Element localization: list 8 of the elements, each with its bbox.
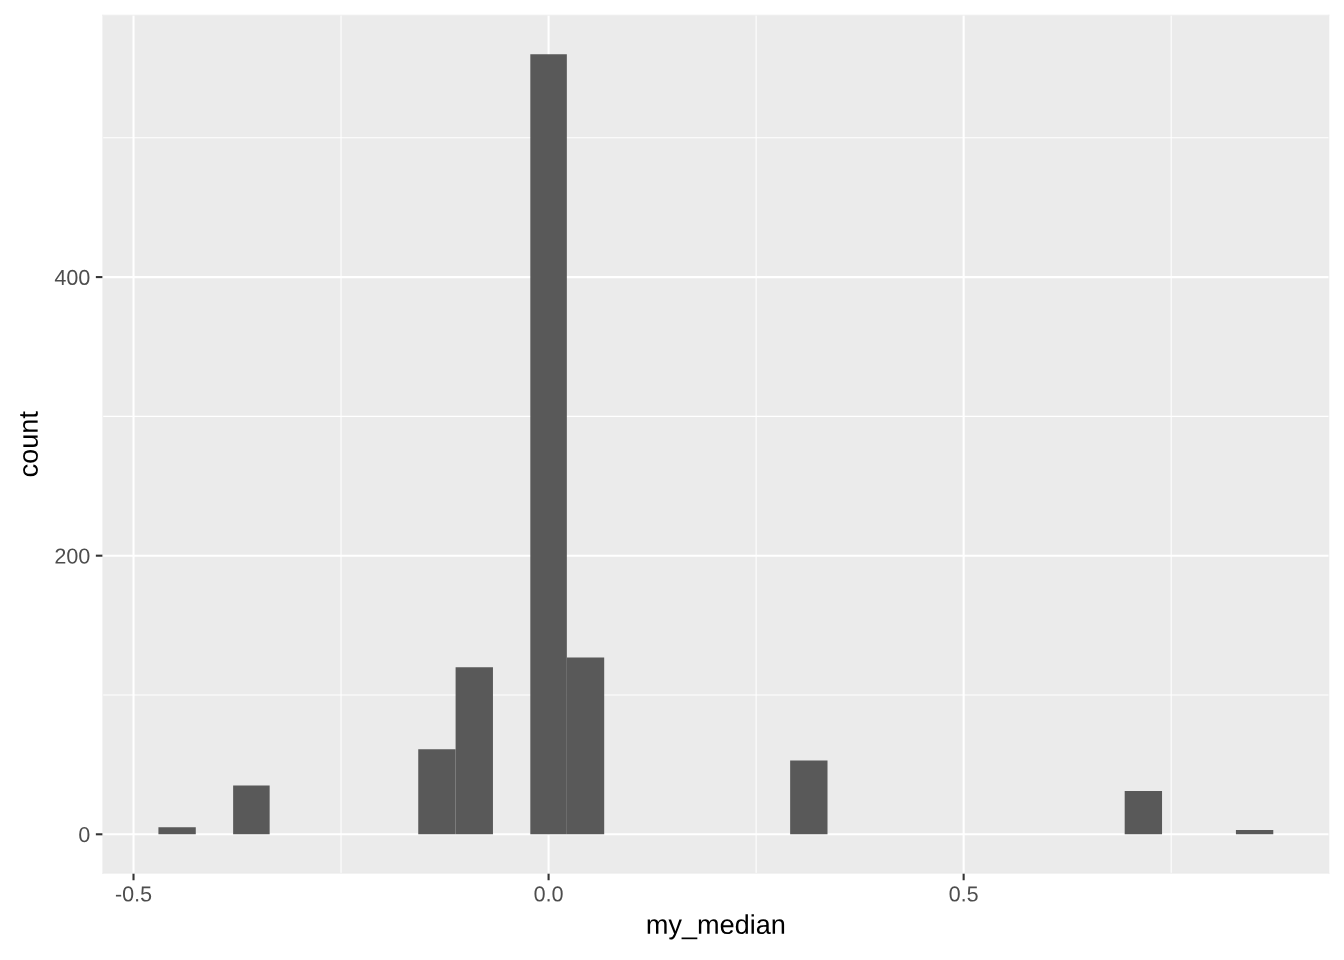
- x-tick-label: -0.5: [115, 886, 152, 902]
- y-axis-title: count: [20, 411, 38, 477]
- x-tick-label: 0.0: [534, 886, 563, 902]
- y-tick-label: 0: [79, 827, 90, 843]
- y-tick-label: 400: [54, 269, 90, 286]
- x-axis-title: my_median: [647, 914, 785, 940]
- x-tick-label: 0.5: [949, 886, 978, 902]
- y-tick-label: 200: [55, 548, 90, 564]
